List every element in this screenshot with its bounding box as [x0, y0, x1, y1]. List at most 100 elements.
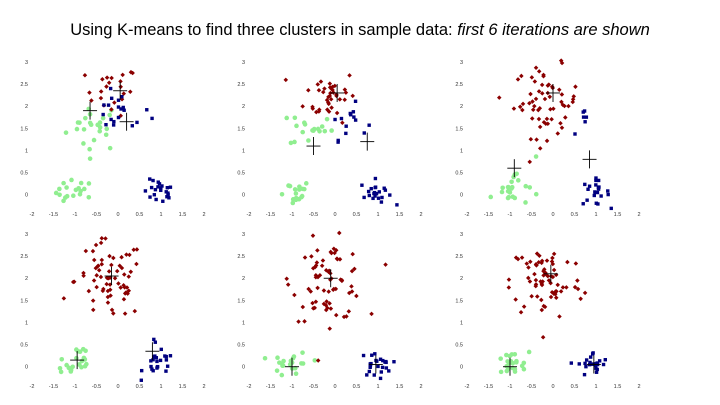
data-point [164, 190, 168, 194]
data-point [558, 289, 564, 294]
data-point [315, 358, 321, 363]
data-point [528, 91, 533, 97]
data-point [536, 116, 542, 122]
data-point [367, 369, 372, 374]
data-point [521, 304, 527, 309]
scatter-chart-5: 0 0.5 1 1.5 2 2.5 3 -2 -1.5 -1 -0.5 0 0.5 1 1.5 2 [237, 230, 423, 390]
data-point [504, 363, 509, 369]
data-point [94, 284, 99, 290]
data-point [275, 355, 280, 361]
data-point [513, 297, 518, 302]
data-point [96, 268, 102, 273]
data-point [153, 340, 158, 344]
data-point [285, 282, 291, 287]
data-point [373, 176, 378, 181]
data-point [594, 178, 598, 183]
centroid-marker [323, 269, 338, 288]
data-point [367, 193, 372, 198]
y-tick-label: 1 [242, 148, 245, 154]
y-tick-label: 2.5 [455, 82, 463, 88]
iteration-plot-4: 0 0.5 1 1.5 2 2.5 3 -2 -1.5 -1 -0.5 0 0.5 1 1.5 2 [20, 230, 210, 390]
data-point [334, 110, 340, 116]
centroid-marker [330, 83, 345, 102]
y-tick-label: 0.5 [455, 343, 463, 349]
data-point [315, 82, 321, 87]
data-point [595, 361, 599, 365]
data-point [77, 349, 83, 355]
data-point [84, 361, 89, 367]
data-point [322, 128, 328, 134]
data-point [119, 254, 124, 260]
data-point [93, 242, 99, 248]
data-point [344, 131, 348, 136]
x-tick-label: -2 [247, 212, 252, 218]
data-point [310, 233, 316, 238]
y-tick-label: 1 [242, 320, 245, 326]
data-point [111, 123, 116, 127]
centroid-marker [507, 159, 522, 178]
data-point [122, 285, 127, 290]
data-point [586, 187, 590, 191]
data-point [565, 259, 570, 265]
data-point [337, 230, 342, 236]
data-point [557, 87, 562, 93]
x-tick-label: -1.5 [49, 384, 58, 390]
data-point [112, 276, 118, 281]
data-point [515, 77, 521, 82]
data-point [288, 140, 294, 146]
centroid-marker [104, 267, 119, 286]
x-tick-label: 1 [159, 384, 162, 390]
data-point [156, 185, 160, 189]
data-point [529, 116, 535, 121]
data-point [116, 281, 121, 286]
data-point [87, 156, 93, 161]
data-point [310, 265, 316, 271]
data-point [582, 372, 587, 377]
scatter-chart-4: 0 0.5 1 1.5 2 2.5 3 -2 -1.5 -1 -0.5 0 0.5 1 1.5 2 [20, 232, 205, 390]
data-point [70, 279, 76, 285]
x-tick-label: 1 [376, 212, 379, 218]
data-point [292, 187, 298, 192]
y-tick-label: 2.5 [20, 82, 28, 88]
data-point [75, 120, 81, 125]
y-tick-label: 0 [242, 365, 245, 371]
data-point [150, 116, 154, 121]
data-point [566, 103, 571, 109]
data-point [310, 106, 316, 111]
data-point [130, 124, 134, 128]
y-tick-label: 2 [460, 104, 463, 110]
data-point [570, 96, 576, 102]
data-point [544, 138, 550, 144]
data-point [91, 278, 97, 283]
data-point [109, 107, 114, 112]
data-point [106, 103, 111, 107]
data-point [534, 137, 539, 142]
data-point [514, 171, 519, 177]
data-point [63, 130, 69, 135]
data-point [119, 107, 123, 111]
data-point [378, 357, 383, 361]
data-point [509, 179, 514, 185]
data-point [329, 128, 334, 133]
x-tick-label: -2 [465, 212, 470, 218]
data-point [498, 356, 503, 361]
data-point [327, 81, 333, 86]
y-tick-label: 3 [242, 232, 245, 238]
y-tick-label: 0 [25, 193, 28, 199]
x-tick-label: 0 [333, 212, 336, 218]
data-point [532, 79, 538, 84]
data-point [157, 182, 162, 186]
data-point [327, 326, 332, 331]
data-point [91, 137, 97, 143]
data-point [550, 255, 555, 261]
data-point [61, 296, 67, 301]
data-point [86, 194, 92, 200]
data-point [336, 138, 340, 143]
data-point [107, 112, 112, 118]
data-point [529, 294, 534, 299]
data-point [596, 178, 601, 183]
data-point [324, 299, 329, 304]
data-point [512, 351, 518, 357]
data-point [71, 193, 76, 198]
data-point [544, 258, 550, 263]
